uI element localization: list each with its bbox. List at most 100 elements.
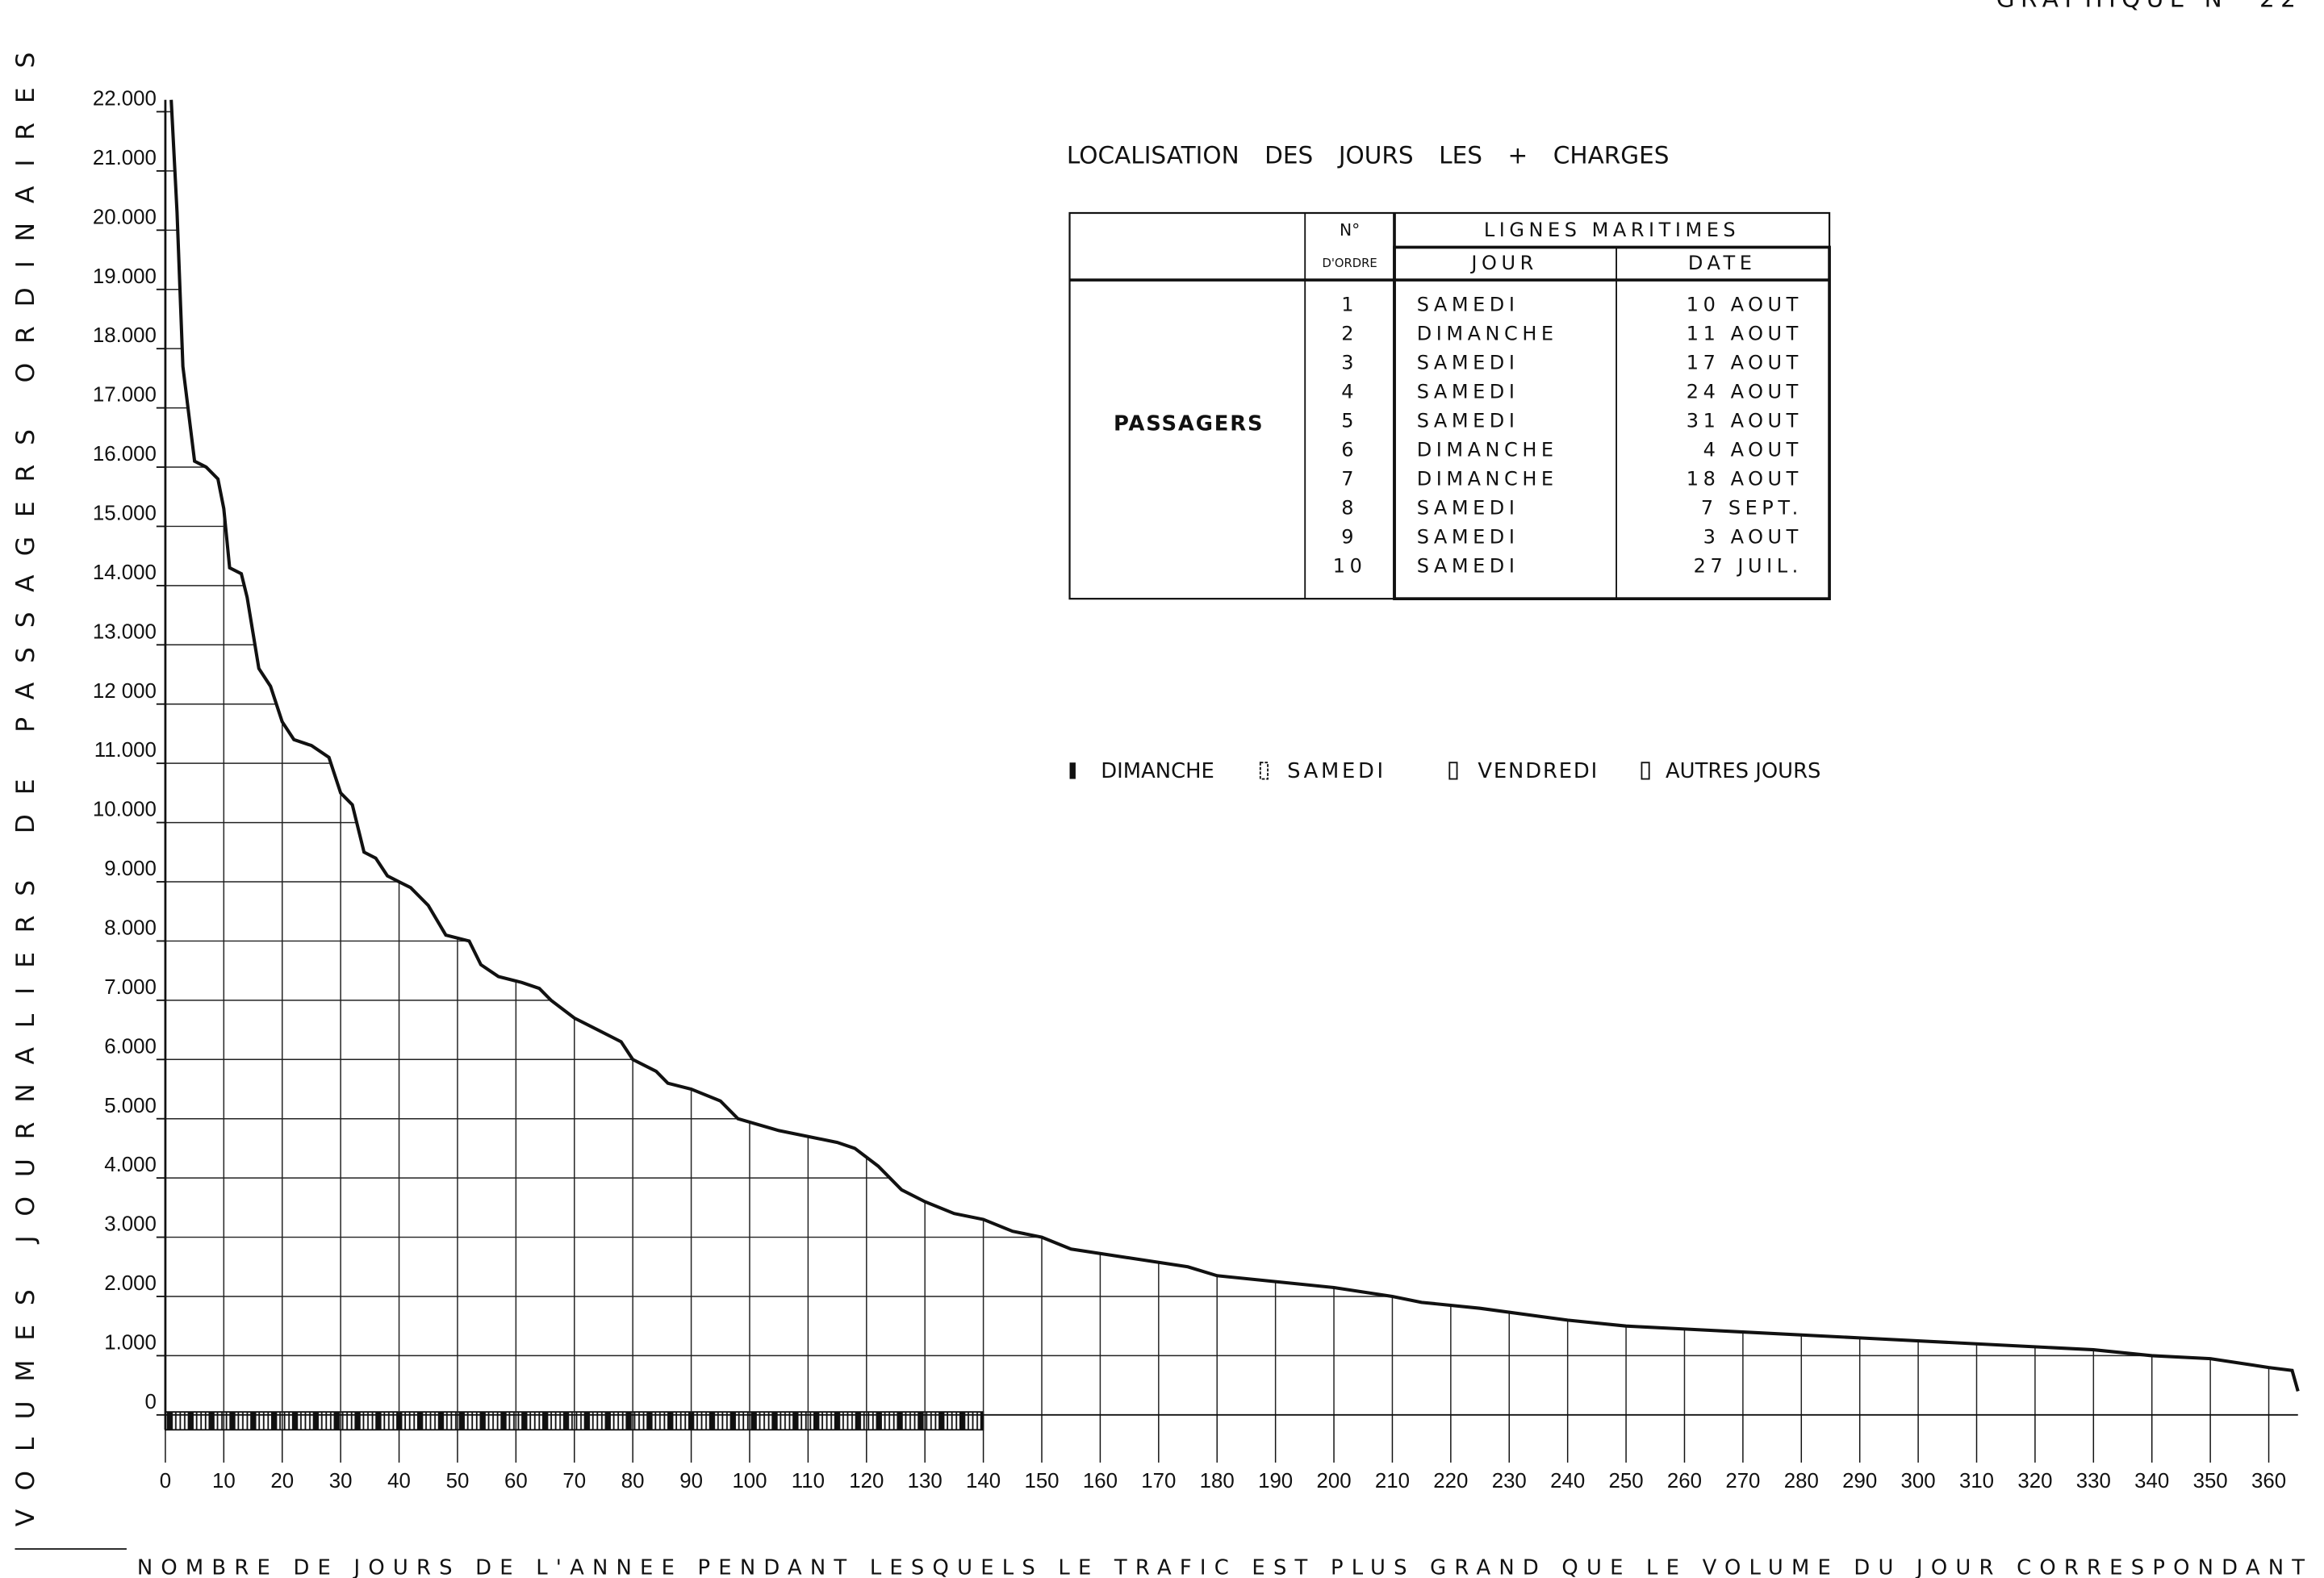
- cell: SAMEDI: [1417, 554, 1519, 577]
- x-tick-label: 240: [1550, 1470, 1585, 1492]
- x-tick-label: 160: [1083, 1470, 1118, 1492]
- x-tick-label: 180: [1200, 1470, 1235, 1492]
- x-tick-label: 190: [1258, 1470, 1293, 1492]
- y-tick-label: 10.000: [93, 799, 157, 821]
- cell: 8: [1341, 496, 1358, 519]
- x-tick-label: 270: [1725, 1470, 1760, 1492]
- y-tick-label: 13.000: [93, 620, 157, 643]
- x-tick-label: 130: [908, 1470, 943, 1492]
- cell: 17 AOUT: [1687, 351, 1803, 374]
- legend-label: SAMEDI: [1287, 759, 1386, 783]
- x-tick-label: 250: [1609, 1470, 1644, 1492]
- cell: SAMEDI: [1417, 409, 1519, 432]
- y-tick-label: 11.000: [94, 739, 157, 762]
- x-tick-label: 140: [966, 1470, 1001, 1492]
- cell: 4: [1341, 380, 1358, 403]
- cell: SAMEDI: [1417, 351, 1519, 374]
- legend-swatch: [1641, 762, 1650, 780]
- y-tick-label: 14.000: [93, 561, 157, 584]
- y-tick-label: 21.000: [93, 147, 157, 169]
- x-tick-label: 300: [1901, 1470, 1936, 1492]
- x-tick-label: 150: [1024, 1470, 1059, 1492]
- x-tick-label: 260: [1667, 1470, 1702, 1492]
- table-header: N°: [1340, 220, 1360, 240]
- y-tick-label: 1.000: [104, 1331, 157, 1354]
- cell: 1: [1341, 293, 1358, 315]
- cell: 11 AOUT: [1687, 322, 1803, 344]
- y-tick-label: 18.000: [93, 324, 157, 347]
- x-tick-label: 70: [562, 1470, 586, 1492]
- cell: SAMEDI: [1417, 380, 1519, 403]
- y-tick-label: 2.000: [104, 1272, 157, 1295]
- cell: 24 AOUT: [1687, 380, 1803, 403]
- y-tick-label: 0: [144, 1391, 156, 1413]
- cell: 10 AOUT: [1687, 293, 1803, 315]
- x-tick-label: 10: [212, 1470, 236, 1492]
- legend-label: AUTRES JOURS: [1666, 759, 1820, 783]
- cell: 9: [1341, 525, 1358, 548]
- chart-title: GRAPHIQUE N° 22: [1996, 0, 2302, 13]
- y-tick-label: 16.000: [93, 443, 157, 465]
- table-header: JOUR: [1469, 252, 1537, 274]
- table: LOCALISATION DES JOURS LES + CHARGES N° …: [1067, 141, 1831, 601]
- x-tick-label: 110: [792, 1470, 825, 1492]
- x-tick-label: 210: [1375, 1470, 1410, 1492]
- y-tick-label: 8.000: [104, 916, 157, 939]
- table-header: D'ORDRE: [1323, 257, 1377, 270]
- cell: 4 AOUT: [1703, 438, 1803, 461]
- x-tick-label: 340: [2134, 1470, 2169, 1492]
- cell: DIMANCHE: [1417, 438, 1558, 461]
- x-tick-label: 100: [732, 1470, 767, 1492]
- y-axis-title: VOLUMES JOURNALIERS DE PASSAGERS ORDINAI…: [11, 52, 40, 1527]
- x-tick-label: 120: [849, 1470, 884, 1492]
- table-header: LIGNES MARITIMES: [1484, 219, 1740, 241]
- cell: DIMANCHE: [1417, 322, 1558, 344]
- legend-swatch: [1448, 762, 1458, 780]
- cell: 7 SEPT.: [1701, 496, 1803, 519]
- cell: 2: [1341, 322, 1358, 344]
- cell: 3: [1341, 351, 1358, 374]
- x-tick-label: 170: [1141, 1470, 1176, 1492]
- x-tick-label: 230: [1492, 1470, 1527, 1492]
- cell: 18 AOUT: [1687, 467, 1803, 490]
- cell: SAMEDI: [1417, 293, 1519, 315]
- cell: SAMEDI: [1417, 525, 1519, 548]
- y-tick-label: 12 000: [93, 680, 157, 703]
- legend-swatch: [1069, 762, 1076, 779]
- x-tick-label: 360: [2251, 1470, 2286, 1492]
- cell: SAMEDI: [1417, 496, 1519, 519]
- y-tick-label: 5.000: [104, 1095, 157, 1117]
- cell: 7: [1341, 467, 1358, 490]
- y-tick-label: 3.000: [104, 1213, 157, 1236]
- grid: [165, 99, 2298, 1415]
- legend: DIMANCHE SAMEDI VENDREDI AUTRES JOURS: [1069, 759, 1820, 783]
- cell: 6: [1341, 438, 1358, 461]
- table-header: DATE: [1688, 252, 1757, 274]
- row-label: PASSAGERS: [1114, 412, 1264, 436]
- table-title: LOCALISATION DES JOURS LES + CHARGES: [1067, 141, 1670, 169]
- x-tick-label: 40: [387, 1470, 411, 1492]
- y-tick-label: 4.000: [104, 1154, 157, 1176]
- x-tick-label: 60: [504, 1470, 528, 1492]
- y-tick-label: 9.000: [104, 858, 157, 880]
- cell: 10: [1333, 554, 1367, 577]
- legend-label: VENDREDI: [1478, 759, 1599, 783]
- x-tick-label: 330: [2076, 1470, 2111, 1492]
- x-tick-label: 200: [1316, 1470, 1351, 1492]
- cell: 5: [1341, 409, 1358, 432]
- y-tick-label: 19.000: [93, 265, 157, 288]
- x-tick-label: 280: [1784, 1470, 1819, 1492]
- legend-label: DIMANCHE: [1101, 759, 1214, 783]
- cell: 31 AOUT: [1687, 409, 1803, 432]
- x-tick-label: 80: [621, 1470, 645, 1492]
- legend-swatch: [1259, 762, 1269, 780]
- cell: 3 AOUT: [1703, 525, 1803, 548]
- x-tick-label: 30: [329, 1470, 353, 1492]
- x-tick-label: 20: [270, 1470, 294, 1492]
- y-tick-label: 15.000: [93, 503, 157, 525]
- x-tick-label: 50: [446, 1470, 470, 1492]
- x-tick-label: 220: [1433, 1470, 1468, 1492]
- x-tick-label: 0: [160, 1470, 171, 1492]
- cell: 27 JUIL.: [1694, 554, 1803, 577]
